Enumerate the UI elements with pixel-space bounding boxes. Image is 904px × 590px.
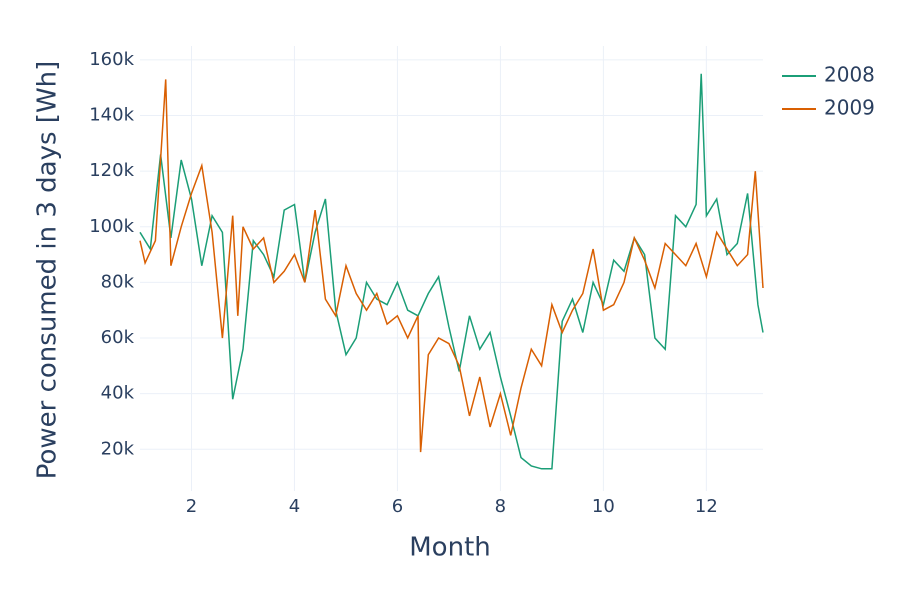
- x-tick-label: 4: [289, 496, 300, 517]
- y-tick-label: 160k: [89, 49, 134, 70]
- legend-label: 2009: [824, 96, 875, 120]
- y-tick-label: 80k: [101, 271, 135, 292]
- x-tick-label: 6: [392, 496, 403, 517]
- series-line: [139, 79, 764, 453]
- y-axis-title: Power consumed in 3 days [Wh]: [33, 61, 63, 480]
- legend-label: 2008: [824, 63, 875, 87]
- x-axis-title: Month: [409, 533, 491, 563]
- y-tick-label: 120k: [89, 160, 134, 181]
- y-tick-label: 20k: [101, 438, 135, 459]
- y-tick-label: 140k: [89, 105, 134, 126]
- x-tick-label: 2: [186, 496, 197, 517]
- series-line: [139, 73, 764, 470]
- y-tick-label: 40k: [101, 383, 135, 404]
- x-tick-label: 12: [695, 496, 718, 517]
- x-tick-label: 10: [592, 496, 615, 517]
- x-tick-label: 8: [495, 496, 506, 517]
- y-tick-label: 60k: [101, 327, 135, 348]
- y-tick-label: 100k: [89, 216, 134, 237]
